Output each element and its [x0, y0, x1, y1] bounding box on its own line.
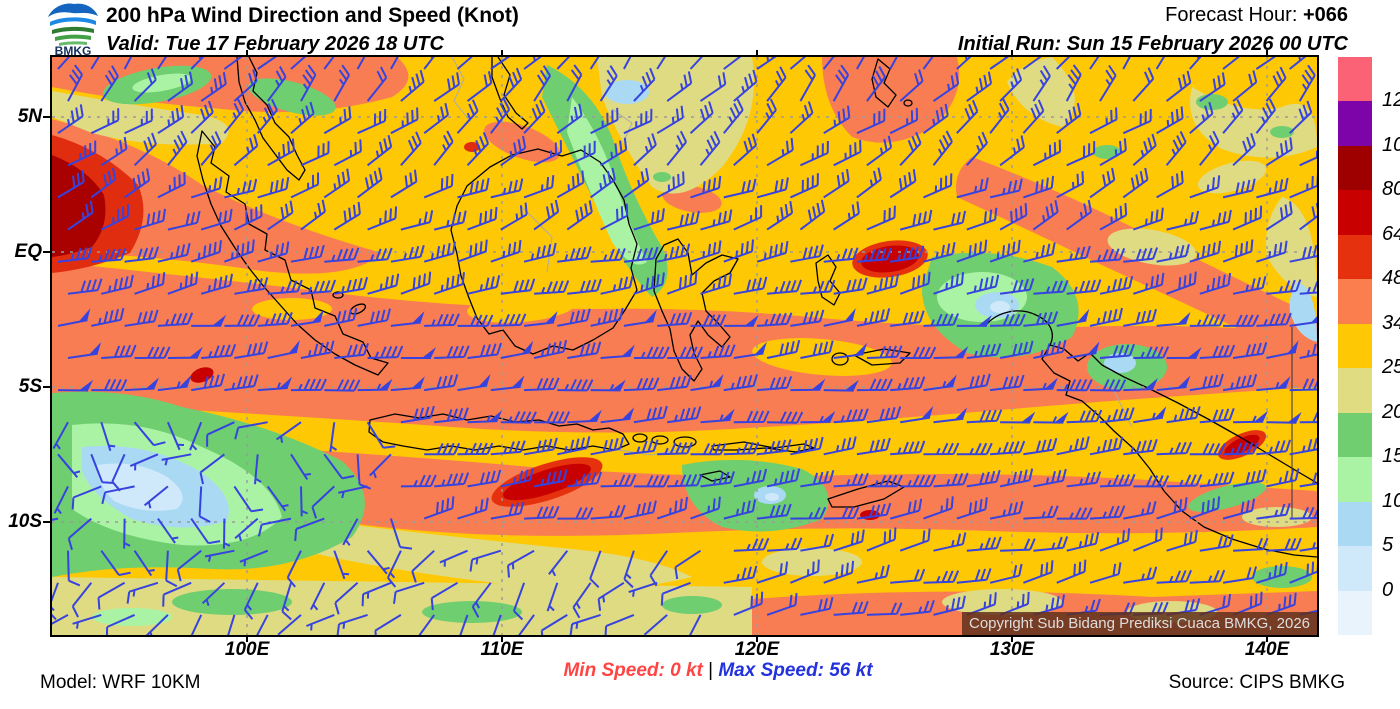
speed-colorbar [1338, 57, 1372, 636]
colorbar-segment-12 [1338, 590, 1372, 636]
lat-label-eq: EQ [14, 241, 42, 263]
colorbar-segment-2 [1338, 145, 1372, 191]
colorbar-segment-1 [1338, 101, 1372, 146]
lon-tick-bottom [1266, 635, 1269, 642]
colorbar-label-100: 100 [1382, 133, 1400, 156]
copyright-notice: Copyright Sub Bidang Prediksi Cuaca BMKG… [961, 612, 1317, 635]
colorbar-label-10: 10 [1382, 489, 1400, 512]
lon-tick-top [500, 50, 503, 57]
colorbar-segment-10 [1338, 501, 1372, 547]
lon-tick-top [1266, 50, 1269, 57]
colorbar-label-25: 25 [1382, 356, 1400, 379]
colorbar-segment-9 [1338, 457, 1372, 502]
colorbar-segment-11 [1338, 546, 1372, 591]
colorbar-segment-8 [1338, 412, 1372, 458]
forecast-hour-value: +066 [1302, 4, 1348, 26]
minmax-separator: | [702, 660, 719, 681]
model-info: Model: WRF 10KM [40, 672, 201, 693]
wind-map-canvas [52, 57, 1317, 635]
colorbar-segment-7 [1338, 368, 1372, 413]
colorbar-segment-3 [1338, 190, 1372, 235]
lat-label-5s: 5S [18, 375, 42, 397]
lon-label-120e: 120E [734, 639, 780, 660]
forecast-hour: Forecast Hour: +066 [1165, 4, 1348, 27]
wind-map: Copyright Sub Bidang Prediksi Cuaca BMKG… [50, 55, 1319, 637]
colorbar-label-0: 0 [1382, 578, 1394, 601]
lon-tick-top [1011, 50, 1013, 57]
lon-tick-bottom [1011, 635, 1013, 642]
lat-tick [43, 385, 52, 388]
lon-tick-bottom [755, 635, 758, 642]
colorbar-label-64: 64 [1382, 222, 1400, 245]
page-title: 200 hPa Wind Direction and Speed (Knot) [106, 4, 519, 27]
initial-run: Initial Run: Sun 15 February 2026 00 UTC [957, 33, 1348, 55]
lat-tick [43, 115, 52, 118]
lon-label-100e: 100E [224, 639, 270, 660]
lat-label-5n: 5N [17, 105, 42, 127]
bmkg-logo-text: BMKG [55, 44, 92, 56]
min-max-speed: Min Speed: 0 kt | Max Speed: 56 kt [563, 660, 872, 682]
colorbar-label-34: 34 [1382, 311, 1400, 334]
colorbar-label-5: 5 [1382, 534, 1394, 557]
source-info: Source: CIPS BMKG [1168, 672, 1345, 693]
lon-tick-top [755, 50, 758, 57]
lat-tick [43, 521, 52, 523]
colorbar-segment-6 [1338, 323, 1372, 369]
colorbar-label-120: 120 [1382, 89, 1400, 112]
lat-label-10s: 10S [8, 511, 42, 532]
colorbar-segment-0 [1338, 57, 1372, 102]
colorbar-segment-5 [1338, 279, 1372, 324]
lon-label-140e: 140E [1244, 639, 1290, 660]
max-speed: Max Speed: 56 kt [718, 660, 873, 681]
colorbar-segment-4 [1338, 234, 1372, 280]
colorbar-label-15: 15 [1382, 445, 1400, 468]
colorbar-label-20: 20 [1382, 400, 1400, 423]
valid-time: Valid: Tue 17 February 2026 18 UTC [106, 33, 444, 55]
min-speed: Min Speed: 0 kt [563, 660, 703, 681]
colorbar-label-80: 80 [1382, 178, 1400, 201]
lon-label-110e: 110E [480, 639, 524, 660]
lat-tick [43, 251, 52, 254]
lon-tick-bottom [500, 635, 503, 642]
forecast-hour-label: Forecast Hour: [1165, 4, 1303, 26]
colorbar-label-48: 48 [1382, 267, 1400, 290]
lon-tick-bottom [246, 635, 249, 642]
lon-label-130e: 130E [989, 639, 1035, 660]
bmkg-logo: BMKG [48, 3, 98, 56]
lon-tick-top [246, 50, 249, 57]
